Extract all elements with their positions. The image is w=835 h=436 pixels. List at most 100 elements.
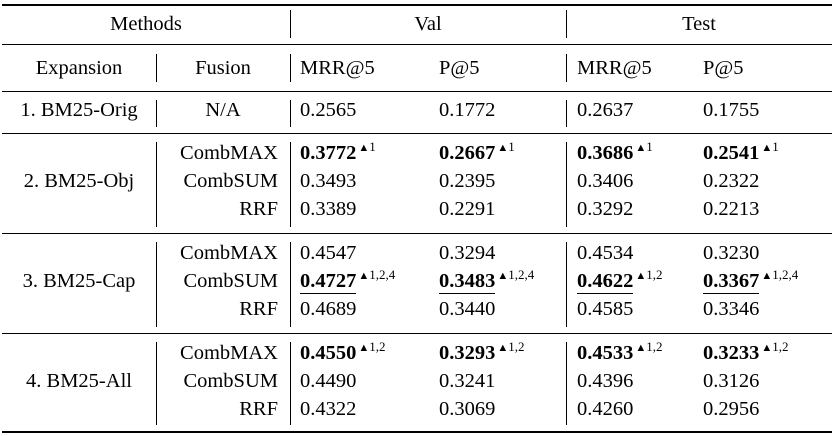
vline-group-1-0 (156, 100, 157, 127)
score-cell: 0.3406 (577, 169, 633, 193)
significance-triangle-icon: ▲ (635, 142, 647, 154)
significance-marker: ▲1,2 (635, 339, 662, 354)
group-rule-1 (2, 133, 832, 134)
vline-methods (290, 10, 291, 38)
fusion-label: CombSUM (183, 170, 278, 192)
significance-marker: ▲1,2 (358, 339, 385, 354)
significance-triangle-icon: ▲ (497, 270, 509, 282)
score-cell: 0.3346 (703, 297, 759, 321)
score-cell: 0.3772 ▲1 (300, 139, 376, 168)
score-value: 0.3294 (439, 242, 496, 264)
score-value: 0.2291 (439, 198, 496, 220)
score-value: 0.4689 (300, 298, 357, 320)
significance-marker: ▲1,2,4 (358, 267, 395, 282)
score-value: 0.2637 (577, 99, 634, 121)
score-value: 0.2667 (439, 142, 496, 164)
significance-baselines: 1,2 (772, 339, 789, 354)
score-cell: 0.3440 (439, 297, 495, 321)
expansion-header: Expansion (35, 57, 123, 79)
fusion-header: Fusion (195, 57, 251, 79)
vline-fusion-header (290, 54, 291, 82)
score-value: 0.4547 (300, 242, 357, 264)
score-cell: 0.4585 (577, 297, 633, 321)
significance-baselines: 1 (369, 139, 376, 154)
vline-group-3-0 (156, 242, 157, 327)
score-cell: 0.3389 (300, 197, 356, 221)
score-value: 0.3230 (703, 242, 760, 264)
score-value: 0.3493 (300, 170, 357, 192)
score-cell: 0.4689 (300, 297, 356, 321)
score-cell: 0.4260 (577, 397, 633, 421)
score-cell: 0.1772 (439, 98, 495, 122)
score-value: 0.4533 (577, 342, 634, 364)
score-value: 0.3233 (703, 342, 760, 364)
score-value: 0.1772 (439, 99, 496, 121)
score-cell: 0.2322 (703, 169, 759, 193)
vline-group-2-1 (290, 142, 291, 227)
score-cell: 0.3294 (439, 241, 495, 265)
significance-baselines: 1,2,4 (508, 267, 535, 282)
score-cell: 0.2667 ▲1 (439, 139, 515, 168)
score-value: 0.1755 (703, 99, 760, 121)
score-value: 0.4260 (577, 398, 634, 420)
fusion-label: N/A (205, 99, 241, 121)
score-cell: 0.2541 ▲1 (703, 139, 779, 168)
score-cell: 0.4533 ▲1,2 (577, 339, 663, 368)
significance-baselines: 1,2 (646, 339, 663, 354)
significance-triangle-icon: ▲ (761, 270, 773, 282)
score-cell: 0.4534 (577, 241, 633, 265)
significance-marker: ▲1 (358, 139, 375, 154)
score-cell: 0.2213 (703, 197, 759, 221)
metric-header-val-mrr: MRR@5 (300, 57, 375, 79)
score-value: 0.2565 (300, 99, 357, 121)
significance-marker: ▲1,2 (497, 339, 524, 354)
expansion-label: 3. BM25-Cap (22, 270, 136, 292)
header-rule-1 (2, 44, 832, 45)
test-header: Test (682, 13, 716, 35)
score-value: 0.4727 (300, 270, 357, 294)
fusion-label: CombSUM (183, 270, 278, 292)
score-value: 0.3241 (439, 370, 496, 392)
score-value: 0.4490 (300, 370, 357, 392)
score-value: 0.3367 (703, 270, 760, 294)
score-cell: 0.4396 (577, 369, 633, 393)
score-value: 0.2956 (703, 398, 760, 420)
score-cell: 0.2395 (439, 169, 495, 193)
significance-baselines: 1 (646, 139, 653, 154)
metric-header-test-mrr: MRR@5 (577, 57, 652, 79)
score-cell: 0.3493 (300, 169, 356, 193)
vline-group-1-1 (290, 100, 291, 127)
score-cell: 0.2956 (703, 397, 759, 421)
significance-triangle-icon: ▲ (358, 270, 370, 282)
score-value: 0.2395 (439, 170, 496, 192)
score-value: 0.4322 (300, 398, 357, 420)
significance-marker: ▲1,2,4 (497, 267, 534, 282)
score-value: 0.3292 (577, 198, 634, 220)
group-rule-2 (2, 233, 832, 234)
vline-group-3-2 (566, 242, 567, 327)
score-cell: 0.3230 (703, 241, 759, 265)
vline-group-3-1 (290, 242, 291, 327)
significance-marker: ▲1,2,4 (761, 267, 798, 282)
header-rule-2 (2, 91, 832, 92)
score-cell: 0.3292 (577, 197, 633, 221)
metric-header-test-p: P@5 (703, 57, 744, 79)
score-cell: 0.4490 (300, 369, 356, 393)
score-value: 0.4396 (577, 370, 634, 392)
score-cell: 0.3126 (703, 369, 759, 393)
significance-marker: ▲1 (761, 139, 778, 154)
vline-group-2-0 (156, 142, 157, 227)
score-value: 0.3483 (439, 270, 496, 294)
score-value: 0.3772 (300, 142, 357, 164)
significance-baselines: 1,2,4 (772, 267, 799, 282)
expansion-label: 4. BM25-All (26, 370, 132, 392)
group-rule-3 (2, 333, 832, 334)
expansion-label: 1. BM25-Orig (20, 99, 138, 121)
score-cell: 0.4727 ▲1,2,4 (300, 267, 395, 296)
score-cell: 0.4622 ▲1,2 (577, 267, 663, 296)
score-value: 0.2213 (703, 198, 760, 220)
score-value: 0.4534 (577, 242, 634, 264)
significance-baselines: 1,2 (369, 339, 386, 354)
score-value: 0.4550 (300, 342, 357, 364)
